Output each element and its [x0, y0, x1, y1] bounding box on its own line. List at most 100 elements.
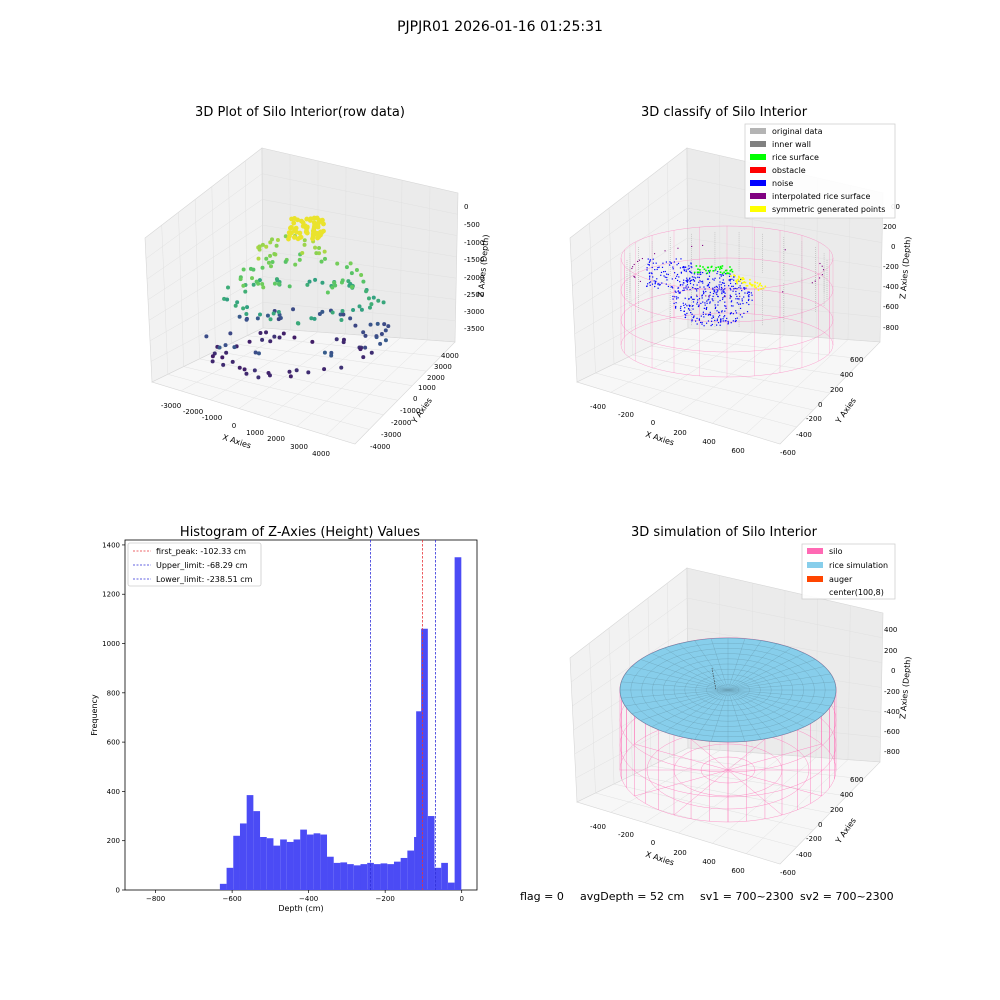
p4-ytick: 400	[840, 791, 853, 799]
grid-line	[178, 212, 184, 367]
legend-swatch-interpolated-rice-surface	[750, 193, 766, 199]
rice-mesh-spoke	[621, 681, 729, 691]
rice-surface-point	[721, 265, 724, 267]
grid-line	[372, 173, 375, 337]
noise-point	[714, 304, 716, 306]
panel1-y-ticks: -4000 -3000 -2000 -1000 0 1000 2000 3000…	[370, 352, 459, 451]
scatter-point	[258, 331, 263, 336]
scatter-point	[363, 333, 368, 338]
grid-line	[215, 350, 413, 386]
scatter-point	[210, 359, 215, 364]
noise-point	[699, 273, 701, 275]
rice-surface-point	[719, 266, 722, 269]
noise-point	[710, 324, 712, 327]
noise-point	[685, 266, 687, 268]
scatter-point	[304, 230, 310, 236]
scatter-point	[308, 216, 314, 222]
scatter-point	[319, 219, 325, 224]
noise-point	[698, 319, 701, 321]
noise-point	[699, 286, 701, 288]
noise-point	[703, 286, 705, 288]
noise-point	[691, 320, 693, 322]
scatter-point	[264, 330, 269, 335]
noise-point	[729, 297, 731, 299]
noise-point	[716, 293, 718, 296]
noise-point	[716, 289, 718, 291]
noise-point	[735, 312, 738, 314]
symmetric-point	[744, 281, 747, 284]
noise-point	[649, 281, 652, 283]
noise-point	[690, 296, 692, 298]
panel4-x-ticks: -400 -200 0 200 400 600	[590, 823, 745, 875]
noise-point	[647, 258, 649, 260]
scatter-point	[341, 340, 346, 345]
noise-point	[724, 305, 726, 307]
scatter-point	[230, 359, 235, 364]
noise-point	[660, 274, 662, 276]
rice-mesh-spoke	[727, 689, 746, 742]
p4-ztick: 400	[884, 626, 897, 634]
noise-point	[732, 285, 734, 287]
p4-ytick: -400	[796, 851, 812, 859]
scatter-point	[329, 353, 334, 358]
scatter-point	[223, 343, 228, 348]
noise-point	[679, 267, 682, 269]
rice-surface-point	[711, 265, 713, 268]
grid-line	[209, 331, 318, 400]
noise-point	[727, 322, 730, 324]
rice-mesh-spoke	[727, 643, 778, 691]
noise-point	[720, 289, 722, 291]
symmetric-point	[734, 275, 736, 277]
scatter-point	[260, 282, 265, 287]
interpolated-point	[664, 250, 666, 252]
noise-point	[747, 291, 749, 293]
noise-point	[708, 275, 711, 277]
rice-surface-point	[706, 272, 709, 274]
scatter-point	[250, 276, 255, 281]
noise-point	[722, 297, 724, 299]
scatter-point	[322, 249, 327, 254]
noise-point	[706, 322, 708, 324]
interpolated-point	[821, 265, 823, 267]
noise-point	[718, 288, 720, 290]
noise-point	[719, 314, 721, 317]
noise-point	[683, 270, 685, 272]
noise-point	[688, 308, 690, 310]
scatter-point	[341, 312, 346, 317]
scatter-point	[241, 306, 246, 311]
p2-ztick: -600	[883, 303, 899, 311]
interpolated-point	[819, 277, 821, 279]
silo-ring	[620, 312, 834, 378]
hist-ytick-label: 800	[107, 689, 120, 697]
noise-point	[669, 261, 671, 263]
rice-mesh-spoke	[727, 689, 762, 740]
scatter-point	[257, 278, 262, 283]
rice-mesh-spoke	[727, 689, 825, 714]
noise-point	[700, 271, 702, 273]
grid-line	[147, 224, 263, 300]
noise-point	[680, 309, 682, 312]
noise-point	[712, 315, 714, 317]
scatter-point	[257, 244, 262, 249]
noise-point	[667, 273, 669, 276]
grid-line	[199, 358, 398, 401]
noise-point	[709, 291, 711, 294]
rice-mesh-spoke	[727, 638, 746, 691]
scatter-point	[287, 369, 292, 374]
noise-point	[707, 320, 710, 322]
noise-point	[707, 314, 710, 316]
status-sv2: sv2 = 700~2300	[800, 890, 894, 903]
noise-point	[743, 288, 746, 290]
noise-point	[696, 290, 698, 292]
hist-bar	[273, 845, 281, 890]
interpolated-point	[819, 262, 821, 265]
noise-point	[707, 270, 710, 272]
noise-point	[738, 280, 740, 282]
symmetric-point	[757, 289, 760, 291]
hist-bar	[393, 861, 401, 890]
scatter-point	[253, 350, 258, 355]
hist-legend: first_peak: -102.33 cm Upper_limit: -68.…	[127, 542, 262, 587]
noise-point	[693, 316, 695, 318]
noise-point	[708, 298, 710, 300]
scatter-point	[268, 317, 273, 322]
